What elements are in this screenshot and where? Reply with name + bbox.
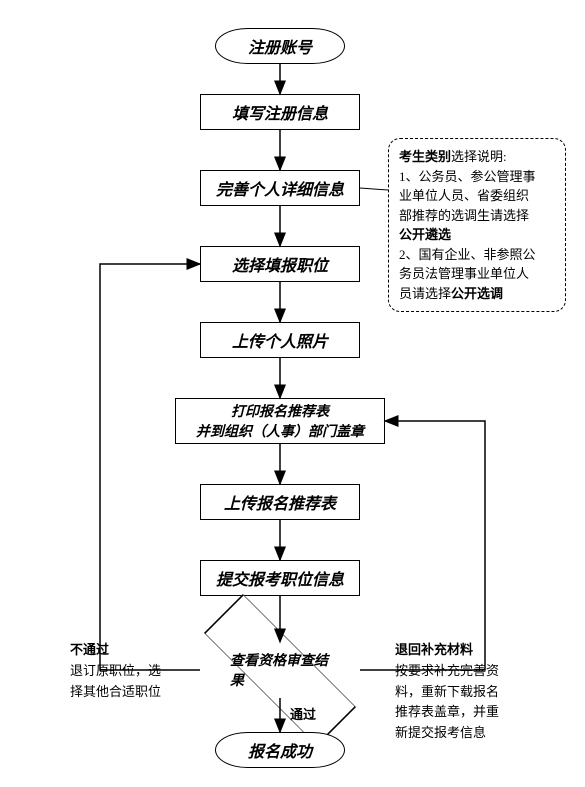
- right-note-title: 退回补充材料: [395, 640, 535, 661]
- pass-label-text: 通过: [290, 707, 316, 722]
- node-fill-register: 填写注册信息: [200, 94, 360, 130]
- callout-text: 2、国有企业、非参照公: [399, 245, 555, 265]
- callout-text: 部推荐的选调生请选择: [399, 206, 555, 226]
- node-label: 上传报名推荐表: [224, 490, 336, 514]
- node-label: 上传个人照片: [232, 328, 328, 352]
- callout-bold: 公开遴选: [399, 227, 451, 242]
- callout-text: 1、公务员、参公管理事: [399, 167, 555, 187]
- callout-text: 业单位人员、省委组织: [399, 186, 555, 206]
- node-print-form: 打印报名推荐表 并到组织（人事）部门盖章: [175, 398, 385, 444]
- right-note: 退回补充材料 按要求补充完善资 料，重新下载报名 推荐表盖章，并重 新提交报考信…: [395, 640, 535, 744]
- node-upload-photo: 上传个人照片: [200, 322, 360, 358]
- left-note: 不通过 退订原职位，选 择其他合适职位: [70, 640, 190, 702]
- callout-text: 员请选择: [399, 286, 451, 301]
- node-label: 完善个人详细信息: [216, 176, 344, 200]
- right-note-body: 按要求补充完善资 料，重新下载报名 推荐表盖章，并重 新提交报考信息: [395, 661, 535, 744]
- pass-label: 通过: [290, 705, 316, 726]
- node-label: 注册账号: [248, 34, 312, 58]
- node-choose-position: 选择填报职位: [200, 246, 360, 282]
- left-note-body: 退订原职位，选 择其他合适职位: [70, 661, 190, 703]
- node-personal-info: 完善个人详细信息: [200, 170, 360, 206]
- node-label: 打印报名推荐表 并到组织（人事）部门盖章: [196, 401, 364, 441]
- node-label: 填写注册信息: [232, 100, 328, 124]
- node-label: 选择填报职位: [232, 252, 328, 276]
- node-label: 查看资格审查结果: [230, 650, 330, 690]
- node-end: 报名成功: [215, 732, 345, 768]
- callout-candidate-type: 考生类别选择说明: 1、公务员、参公管理事 业单位人员、省委组织 部推荐的选调生…: [388, 138, 566, 312]
- node-label: 报名成功: [248, 738, 312, 762]
- node-label: 提交报考职位信息: [216, 566, 344, 590]
- left-note-title: 不通过: [70, 640, 190, 661]
- node-start: 注册账号: [215, 28, 345, 64]
- callout-bold: 公开选调: [451, 286, 503, 301]
- node-submit-info: 提交报考职位信息: [200, 560, 360, 596]
- node-upload-form: 上传报名推荐表: [200, 484, 360, 520]
- callout-text: 选择说明:: [451, 149, 507, 164]
- callout-bold: 考生类别: [399, 149, 451, 164]
- callout-text: 务员法管理事业单位人: [399, 264, 555, 284]
